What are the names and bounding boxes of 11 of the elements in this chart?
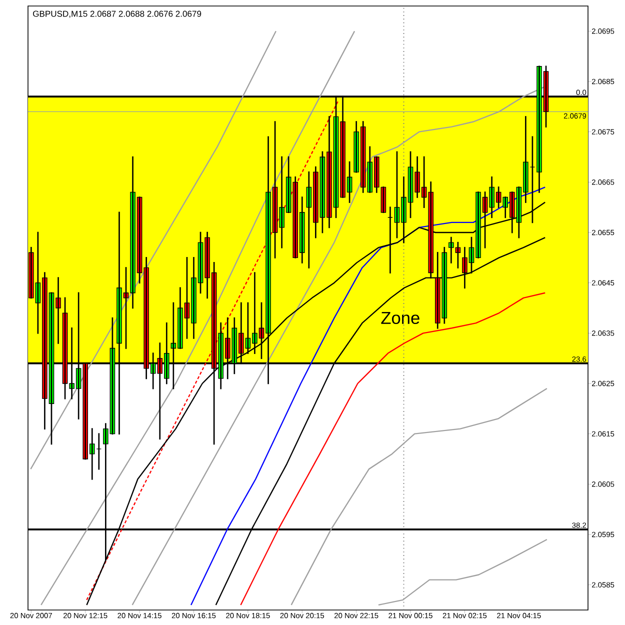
line-series [40, 30, 356, 606]
line-series [190, 186, 546, 606]
line-series [30, 30, 277, 470]
line-series [378, 538, 548, 606]
chart-title: GBPUSD,M15 2.0687 2.0688 2.0676 2.0679 [33, 10, 202, 18]
line-series [290, 388, 548, 606]
line-series [86, 101, 338, 601]
candlestick [388, 206, 393, 274]
line-series [132, 86, 546, 606]
band-label: Zone [381, 312, 420, 324]
line-series [240, 292, 546, 606]
